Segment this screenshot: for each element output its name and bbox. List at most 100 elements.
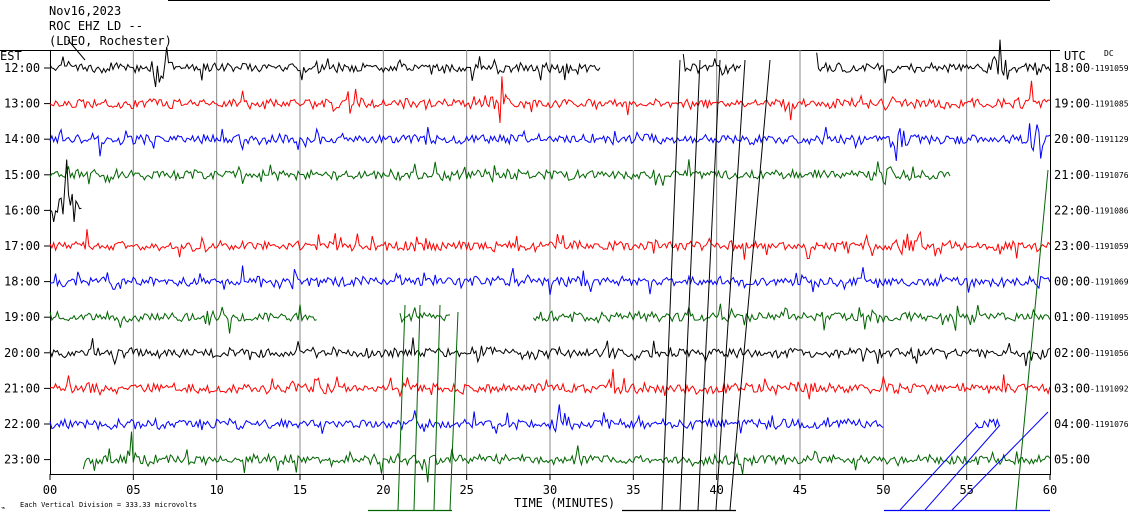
est-hour-label: 16:00 xyxy=(4,203,40,217)
est-hour-label: 14:00 xyxy=(4,132,40,146)
est-hour-label: 19:00 xyxy=(4,310,40,324)
header-network: (LDEO, Rochester) xyxy=(49,34,172,48)
x-tick-label: 50 xyxy=(876,483,890,497)
est-hour-label: 12:00 xyxy=(4,61,40,75)
minute-grid xyxy=(132,50,968,474)
est-hour-label: 17:00 xyxy=(4,239,40,253)
artifact-line xyxy=(1015,169,1049,511)
artifact-line xyxy=(433,304,441,511)
artifact-line xyxy=(729,59,771,511)
trace-line xyxy=(82,431,1051,483)
utc-hour-label: 03:00 xyxy=(1054,381,1090,395)
x-tick-label: 05 xyxy=(126,483,140,497)
dc-offset-value: -1191085 xyxy=(1090,100,1129,109)
right-axis-title: UTC xyxy=(1064,49,1086,63)
trace-row xyxy=(49,265,1051,296)
trace-line xyxy=(49,123,1051,161)
dc-label: DC xyxy=(1104,49,1114,58)
est-hour-label: 20:00 xyxy=(4,346,40,360)
trace-row xyxy=(49,159,951,186)
x-tick-label: 20 xyxy=(376,483,390,497)
dc-offset-value: -1191059 xyxy=(1090,242,1129,251)
scale-footnote: Each Vertical Division = 333.33 microvol… xyxy=(20,501,197,509)
trace-row xyxy=(49,39,1051,88)
artifact-line xyxy=(449,311,459,511)
trace-line xyxy=(49,76,1051,123)
utc-hour-label: 23:00 xyxy=(1054,239,1090,253)
trace-line xyxy=(49,46,601,88)
dc-offset-value: -1191129 xyxy=(1090,135,1129,144)
dc-offset-value: -1191076 xyxy=(1090,420,1129,429)
trace-row xyxy=(49,303,1051,334)
est-hour-label: 22:00 xyxy=(4,417,40,431)
trace-line xyxy=(974,417,1000,429)
artifact-line xyxy=(697,59,721,511)
trace-line xyxy=(49,159,82,222)
artifact-line xyxy=(951,411,1049,511)
trace-row xyxy=(49,404,1000,434)
x-tick-label: 35 xyxy=(626,483,640,497)
utc-hour-label: 01:00 xyxy=(1054,310,1090,324)
dc-offset-value: -1191056 xyxy=(1090,349,1129,358)
x-tick-label: 25 xyxy=(459,483,473,497)
trace-line xyxy=(532,303,1051,331)
x-tick-label: 30 xyxy=(543,483,557,497)
trace-line xyxy=(682,54,742,77)
x-tick-label: 10 xyxy=(209,483,223,497)
est-hour-label: 15:00 xyxy=(4,168,40,182)
utc-hour-label: 20:00 xyxy=(1054,132,1090,146)
x-tick-label: 60 xyxy=(1043,483,1057,497)
seismogram-traces xyxy=(49,39,1051,483)
artifact-line xyxy=(661,59,681,511)
artifact-line xyxy=(899,424,979,511)
trace-line xyxy=(49,265,1051,296)
x-tick-label: 45 xyxy=(793,483,807,497)
artifact-line xyxy=(679,59,701,511)
trace-line xyxy=(49,159,951,186)
overlay-artifacts xyxy=(67,39,1049,511)
trace-row xyxy=(49,76,1051,123)
x-tick-label: 15 xyxy=(293,483,307,497)
utc-hour-label: 18:00 xyxy=(1054,61,1090,75)
est-hour-label: 23:00 xyxy=(4,453,40,467)
x-tick-label: 00 xyxy=(43,483,57,497)
header-channel: ROC EHZ LD -- xyxy=(49,19,143,33)
artifact-line xyxy=(413,304,421,511)
x-tick-label: 55 xyxy=(959,483,973,497)
trace-row xyxy=(49,159,82,222)
dc-offset-value: -1191059 xyxy=(1090,64,1129,73)
artifact-line xyxy=(715,59,746,511)
trace-line xyxy=(399,307,451,324)
trace-row xyxy=(49,229,1051,260)
footer-mark: ⌁ xyxy=(1,504,5,512)
artifact-line xyxy=(924,424,1001,511)
trace-line xyxy=(49,368,1051,400)
header-date: Nov16,2023 xyxy=(49,4,121,18)
utc-hour-label: 05:00 xyxy=(1054,453,1090,467)
trace-row xyxy=(82,431,1051,483)
dc-offset-value: -1191095 xyxy=(1090,313,1129,322)
trace-line xyxy=(49,337,1051,367)
dc-offset-value: -1191076 xyxy=(1090,171,1129,180)
utc-hour-label: 22:00 xyxy=(1054,203,1090,217)
trace-row xyxy=(49,123,1051,161)
trace-line xyxy=(816,39,1051,84)
utc-hour-label: 21:00 xyxy=(1054,168,1090,182)
utc-hour-label: 00:00 xyxy=(1054,275,1090,289)
x-axis-title: TIME (MINUTES) xyxy=(514,496,615,510)
utc-hour-label: 02:00 xyxy=(1054,346,1090,360)
est-hour-label: 18:00 xyxy=(4,275,40,289)
trace-row xyxy=(49,337,1051,367)
x-tick-label: 40 xyxy=(709,483,723,497)
artifact-line xyxy=(397,304,406,511)
dc-offset-value: -1191086 xyxy=(1090,206,1129,215)
left-axis-title: EST xyxy=(0,49,22,63)
trace-line xyxy=(49,229,1051,260)
trace-line xyxy=(49,304,317,334)
trace-line xyxy=(49,404,884,434)
artifact-line xyxy=(67,39,86,61)
dc-offset-value: -1191092 xyxy=(1090,384,1129,393)
est-hour-label: 13:00 xyxy=(4,97,40,111)
